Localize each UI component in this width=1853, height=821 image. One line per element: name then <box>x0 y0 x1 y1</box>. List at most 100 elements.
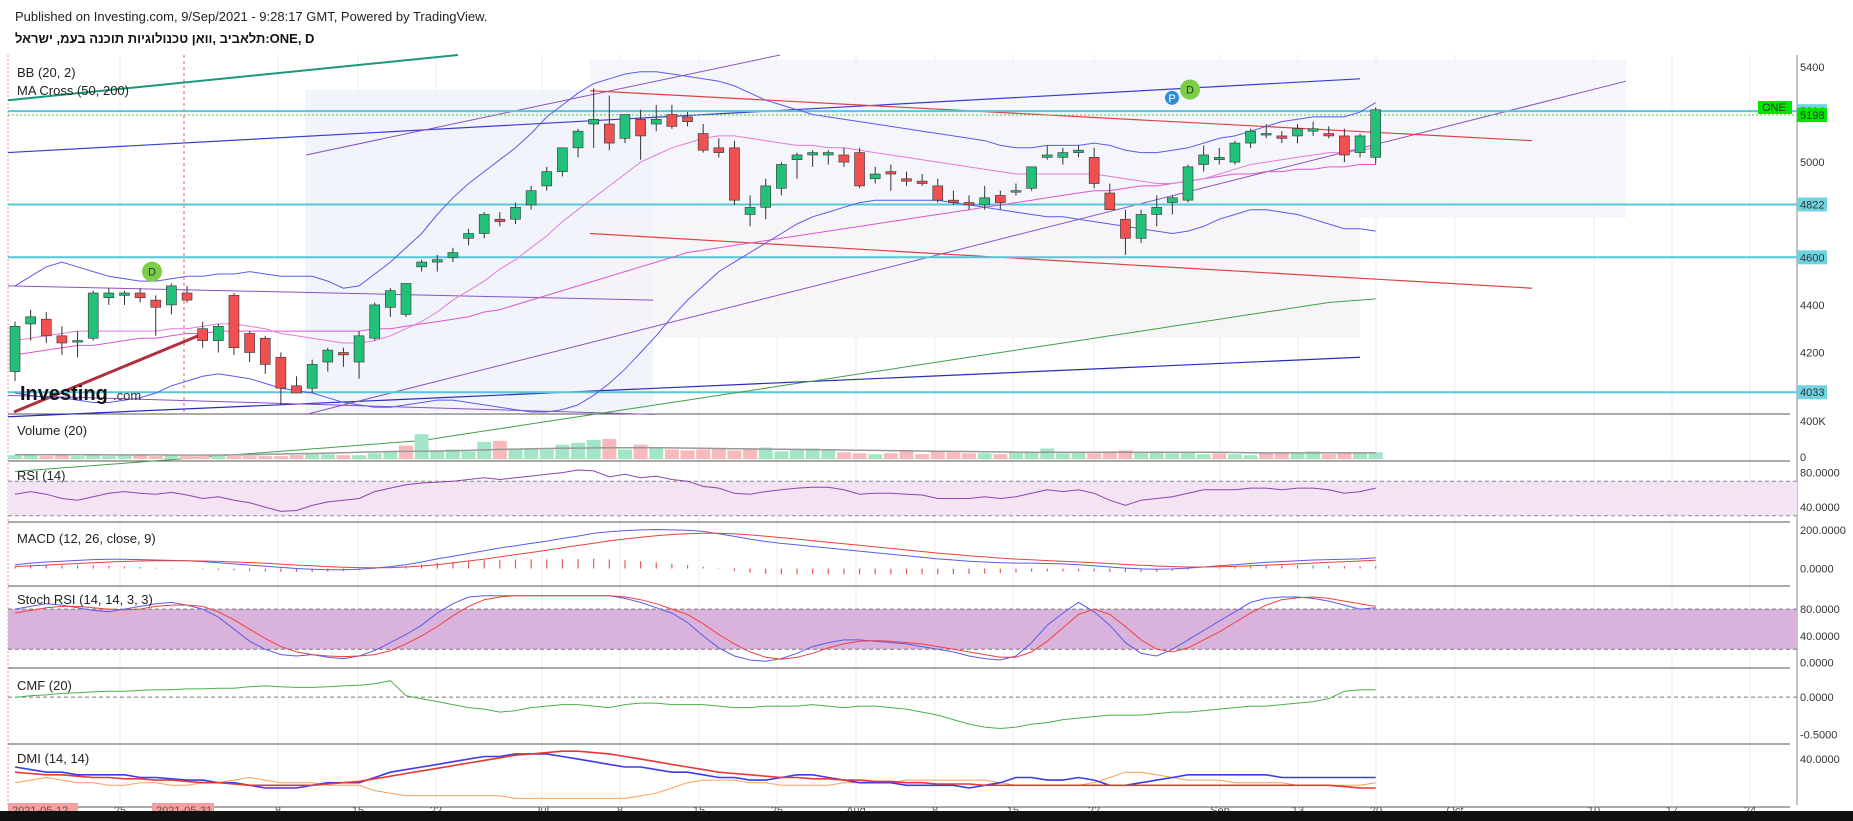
candle <box>682 116 693 122</box>
candle <box>150 299 162 308</box>
price-tick-label: 4200 <box>1800 348 1824 360</box>
volume-bar <box>258 456 273 459</box>
investing-logo: Investing .com <box>20 383 141 405</box>
candle <box>416 261 427 268</box>
price-pane[interactable]: DDP <box>9 71 1381 472</box>
volume-bar <box>211 455 226 459</box>
bb-lower-line <box>14 199 1376 413</box>
volume-bar <box>836 452 851 459</box>
volume-bar <box>868 454 883 459</box>
macd-label: MACD (12, 26, close, 9) <box>17 531 156 546</box>
candle <box>588 118 599 125</box>
volume-bar <box>602 438 617 459</box>
candle <box>40 318 52 337</box>
volume-bar <box>352 455 367 459</box>
cmf-pane[interactable] <box>8 680 1797 730</box>
price-tag <box>1797 197 1827 212</box>
rsi-pane[interactable] <box>8 469 1797 517</box>
volume-bar <box>1368 452 1383 459</box>
candle <box>635 118 646 137</box>
volume-bar <box>430 450 445 459</box>
candle <box>463 233 474 239</box>
trend-line <box>7 78 1361 154</box>
candle <box>447 252 459 258</box>
symbol-tag-label: ONE <box>1762 102 1786 114</box>
trend-line <box>13 334 199 414</box>
volume-bar <box>993 454 1008 459</box>
trend-line <box>589 232 1533 289</box>
volume-bar <box>539 449 554 459</box>
symbol-title: תלאביב ,וואן טכנולוגיות תוכנה בעמ, ישראל… <box>15 31 315 46</box>
volume-bar <box>461 451 476 459</box>
rsi-tick-label: 80.0000 <box>1800 468 1840 480</box>
trend-lines <box>7 54 1797 418</box>
candle <box>1026 166 1037 189</box>
candle <box>228 295 240 349</box>
volume-bar <box>1227 454 1242 459</box>
regression-band <box>590 218 1360 338</box>
candle <box>1182 166 1194 201</box>
candle <box>822 152 834 156</box>
candle <box>213 326 224 341</box>
candle <box>760 185 772 208</box>
volume-pane[interactable] <box>8 434 1383 459</box>
volume-bar <box>289 455 304 459</box>
bottom-bar <box>0 811 1853 821</box>
volume-bar <box>1353 453 1368 459</box>
stoch-rsi-pane[interactable] <box>8 595 1797 662</box>
candle <box>385 290 396 308</box>
candle <box>353 335 365 363</box>
candle <box>291 385 302 394</box>
rsi-tick-label: 40.0000 <box>1800 502 1840 514</box>
macd-pane[interactable] <box>14 528 1377 575</box>
volume-bar <box>727 450 742 459</box>
volume-bar <box>571 442 586 459</box>
stoch-tick-label: 80.0000 <box>1800 604 1840 616</box>
volume-ma-line <box>15 446 1376 456</box>
candle <box>791 154 803 161</box>
candle <box>1213 157 1225 161</box>
volume-bar <box>23 454 38 459</box>
candle <box>1010 190 1022 193</box>
candle <box>400 283 412 315</box>
volume-bar <box>1087 453 1102 459</box>
price-tick-label: 5000 <box>1800 157 1824 169</box>
candle <box>1167 197 1178 203</box>
candle <box>369 304 381 339</box>
cmf-tick-label: 0.0000 <box>1800 692 1834 704</box>
dmi-pane[interactable] <box>14 750 1376 799</box>
volume-bar <box>633 444 648 459</box>
candle <box>604 123 615 144</box>
volume-bar <box>39 456 54 459</box>
candle <box>25 316 36 325</box>
candle <box>1323 133 1335 137</box>
price-tag-label: 4822 <box>1800 199 1824 211</box>
stoch-d-line <box>14 595 1376 660</box>
cmf-label: CMF (20) <box>17 678 72 693</box>
candle <box>1260 133 1272 136</box>
ma-cross-label: MA Cross (50, 200) <box>17 83 129 98</box>
candle <box>901 178 912 182</box>
candle <box>56 335 68 344</box>
candle <box>713 147 725 153</box>
candle <box>1073 149 1084 153</box>
volume-bar <box>743 448 758 459</box>
candle <box>134 292 146 299</box>
candle <box>1245 130 1256 144</box>
stoch-rsi-label: Stoch RSI (14, 14, 3, 3) <box>17 592 153 607</box>
volume-bar <box>1055 453 1070 459</box>
bb-label: BB (20, 2) <box>17 65 76 80</box>
candle <box>338 352 349 356</box>
candle <box>697 133 709 151</box>
trend-line <box>7 394 654 415</box>
volume-bar <box>805 448 820 459</box>
candle <box>541 171 553 187</box>
volume-bar <box>226 456 241 459</box>
volume-bar <box>1071 452 1086 459</box>
volume-bar <box>148 456 163 459</box>
candle <box>525 190 537 206</box>
volume-bar <box>883 453 898 459</box>
volume-tick-label: 0 <box>1800 452 1806 464</box>
candle <box>1151 207 1163 215</box>
volume-bar <box>445 449 460 459</box>
